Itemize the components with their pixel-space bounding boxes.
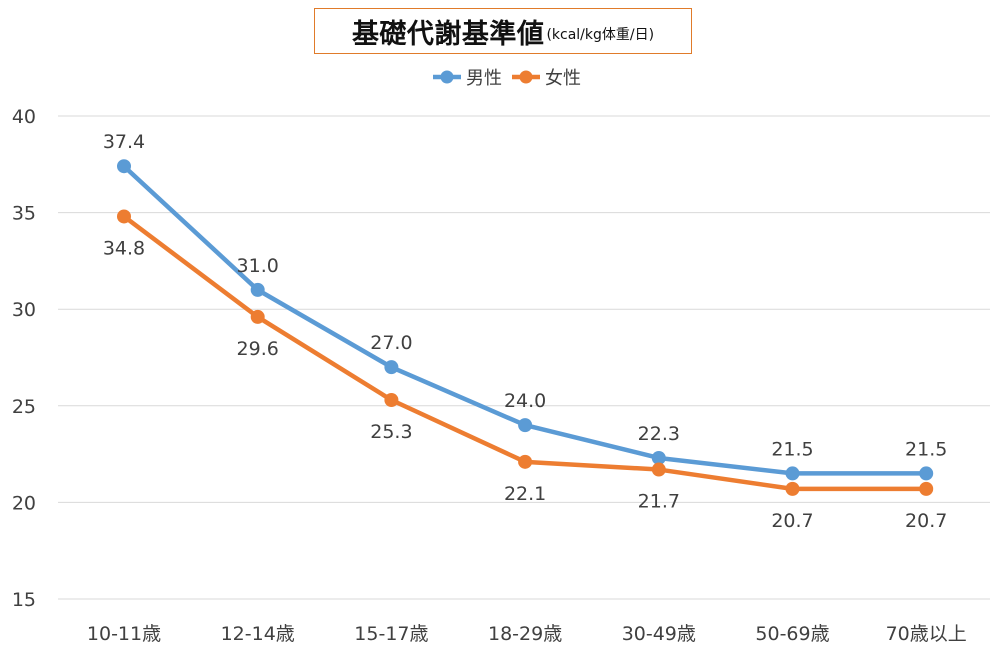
data-label: 22.3 xyxy=(638,423,680,445)
x-category-label: 18-29歳 xyxy=(488,623,562,645)
legend-label: 男性 xyxy=(466,68,502,89)
data-point xyxy=(384,360,399,375)
data-label: 22.1 xyxy=(504,483,546,505)
y-tick-label: 40 xyxy=(12,106,36,128)
y-tick-label: 20 xyxy=(12,492,36,514)
data-point xyxy=(651,450,666,465)
data-labels: 37.4 31.0 27.0 24.0 22.3 21.5 21.5 34.8 29.6 25.3… xyxy=(103,131,948,532)
y-tick-label: 35 xyxy=(12,203,36,225)
data-point xyxy=(785,481,800,496)
data-point xyxy=(117,159,131,174)
data-label: 20.7 xyxy=(771,510,813,532)
data-point xyxy=(250,282,265,297)
x-axis-category-labels: 10-11歳 12-14歳 15-17歳 18-29歳 30-49歳 50-69歳 70歳以… xyxy=(87,623,967,645)
data-label: 21.7 xyxy=(638,491,680,513)
chart-title-unit: (kcal/kg体重/日) xyxy=(546,27,655,43)
x-category-label: 12-14歳 xyxy=(221,623,295,645)
data-point xyxy=(117,209,131,224)
chart-title: 基礎代謝基準値 xyxy=(351,18,545,50)
x-category-label: 50-69歳 xyxy=(755,623,829,645)
y-axis-tick-labels: 15 20 25 30 35 40 xyxy=(12,106,36,611)
data-label: 21.5 xyxy=(771,438,813,460)
data-point xyxy=(250,309,265,324)
data-label: 24.0 xyxy=(504,390,546,412)
y-tick-label: 30 xyxy=(12,299,36,321)
legend-marker xyxy=(440,70,454,84)
series-lines xyxy=(117,159,934,496)
data-point xyxy=(919,466,934,481)
data-point xyxy=(785,466,800,481)
y-tick-label: 25 xyxy=(12,396,36,418)
x-category-label: 30-49歳 xyxy=(622,623,696,645)
data-label: 25.3 xyxy=(370,421,412,443)
data-point xyxy=(384,393,399,408)
y-tick-label: 15 xyxy=(12,589,36,611)
data-label: 29.6 xyxy=(237,338,279,360)
data-point xyxy=(919,481,934,496)
data-point xyxy=(518,454,533,469)
data-label: 34.8 xyxy=(103,237,145,259)
data-label: 20.7 xyxy=(905,510,947,532)
gridlines xyxy=(58,115,990,600)
data-label: 21.5 xyxy=(905,438,947,460)
legend-label: 女性 xyxy=(545,68,581,89)
x-category-label: 15-17歳 xyxy=(354,623,428,645)
data-label: 37.4 xyxy=(103,131,145,153)
data-point xyxy=(518,418,533,433)
data-label: 27.0 xyxy=(370,332,412,354)
x-category-label: 70歳以上 xyxy=(886,623,967,645)
data-point xyxy=(651,462,666,477)
x-category-label: 10-11歳 xyxy=(87,623,161,645)
legend: 男性 女性 xyxy=(433,68,581,89)
legend-marker xyxy=(519,70,533,84)
data-label: 31.0 xyxy=(237,255,279,277)
chart-title-box: 基礎代謝基準値 (kcal/kg体重/日) xyxy=(314,8,692,54)
